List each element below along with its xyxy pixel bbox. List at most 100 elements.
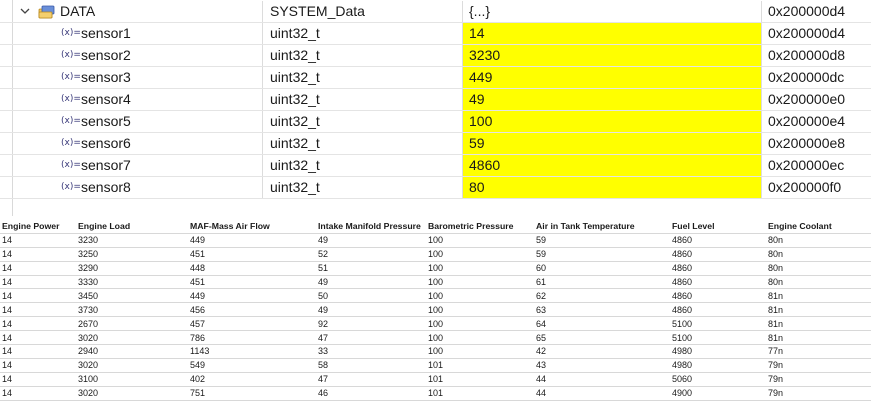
column-header-intake-manifold-pressure: Intake Manifold Pressure xyxy=(316,220,426,234)
variable-row-data[interactable]: DATA SYSTEM_Data {...} 0x200000d4 xyxy=(0,1,871,23)
variable-type: uint32_t xyxy=(263,133,463,154)
variable-icon: (x)= xyxy=(61,94,81,104)
cell-fuel-level: 4980 xyxy=(670,344,766,359)
variable-value[interactable]: 100 xyxy=(463,111,762,132)
variables-view: DATA SYSTEM_Data {...} 0x200000d4 (x)= s… xyxy=(0,0,871,216)
variable-row-sensor6[interactable]: (x)= sensor6 uint32_t 59 0x200000e8 xyxy=(0,133,871,155)
table-header-row: Engine Power Engine Load MAF-Mass Air Fl… xyxy=(0,220,871,234)
chevron-down-icon[interactable] xyxy=(20,6,30,16)
cell-intake-manifold-pressure: 49 xyxy=(316,275,426,290)
cell-engine-coolant: 81n xyxy=(766,302,871,318)
variable-value[interactable]: 449 xyxy=(463,67,762,88)
cell-fuel-level: 4860 xyxy=(670,261,766,276)
variable-value[interactable]: {...} xyxy=(463,1,762,22)
variable-row-sensor1[interactable]: (x)= sensor1 uint32_t 14 0x200000d4 xyxy=(0,23,871,45)
variable-name-cell: (x)= sensor7 xyxy=(0,155,263,176)
variable-name: sensor3 xyxy=(81,69,131,85)
variable-row-sensor7[interactable]: (x)= sensor7 uint32_t 4860 0x200000ec xyxy=(0,155,871,177)
cell-maf: 448 xyxy=(188,261,316,276)
cell-engine-load: 3020 xyxy=(76,358,188,373)
cell-intake-manifold-pressure: 52 xyxy=(316,247,426,262)
variable-icon: (x)= xyxy=(61,138,81,148)
cell-engine-coolant: 80n xyxy=(766,233,871,248)
cell-barometric-pressure: 100 xyxy=(426,261,534,276)
cell-maf: 449 xyxy=(188,288,316,304)
variable-address: 0x200000dc xyxy=(768,69,845,85)
cell-engine-coolant: 81n xyxy=(766,288,871,304)
cell-engine-power: 14 xyxy=(0,386,76,401)
column-header-engine-coolant: Engine Coolant xyxy=(766,220,871,234)
variable-address: 0x200000ec xyxy=(768,157,845,173)
cell-engine-power: 14 xyxy=(0,316,76,332)
variable-address: 0x200000f0 xyxy=(768,179,842,195)
cell-intake-manifold-pressure: 49 xyxy=(316,302,426,318)
cell-air-tank-temperature: 63 xyxy=(534,302,670,318)
table-row: 14 3250 451 52 100 59 4860 80n xyxy=(0,247,871,262)
table-row: 14 3730 456 49 100 63 4860 81n xyxy=(0,302,871,318)
variable-type: uint32_t xyxy=(263,67,463,88)
cell-engine-power: 14 xyxy=(0,302,76,318)
cell-engine-power: 14 xyxy=(0,372,76,387)
cell-air-tank-temperature: 59 xyxy=(534,233,670,248)
variable-row-sensor3[interactable]: (x)= sensor3 uint32_t 449 0x200000dc xyxy=(0,67,871,89)
cell-engine-power: 14 xyxy=(0,247,76,262)
cell-maf: 456 xyxy=(188,302,316,318)
column-header-engine-load: Engine Load xyxy=(76,220,188,234)
variable-value[interactable]: 49 xyxy=(463,89,762,110)
cell-maf: 451 xyxy=(188,247,316,262)
cell-intake-manifold-pressure: 51 xyxy=(316,261,426,276)
table-row: 14 3020 549 58 101 43 4980 79n xyxy=(0,358,871,373)
variable-icon: (x)= xyxy=(61,72,81,82)
cell-engine-coolant: 80n xyxy=(766,261,871,276)
variable-name: sensor5 xyxy=(81,113,131,129)
variable-icon: (x)= xyxy=(61,116,81,126)
cell-barometric-pressure: 100 xyxy=(426,344,534,359)
cell-air-tank-temperature: 44 xyxy=(534,372,670,387)
cell-engine-coolant: 81n xyxy=(766,316,871,332)
cell-engine-power: 14 xyxy=(0,233,76,248)
cell-air-tank-temperature: 60 xyxy=(534,261,670,276)
variable-row-sensor4[interactable]: (x)= sensor4 uint32_t 49 0x200000e0 xyxy=(0,89,871,111)
variable-value[interactable]: 14 xyxy=(463,23,762,44)
variable-value[interactable]: 59 xyxy=(463,133,762,154)
variable-icon: (x)= xyxy=(61,50,81,60)
cell-intake-manifold-pressure: 49 xyxy=(316,233,426,248)
variable-value[interactable]: 80 xyxy=(463,177,762,198)
cell-maf: 457 xyxy=(188,316,316,332)
variable-address: 0x200000d4 xyxy=(768,25,846,41)
variable-name: sensor6 xyxy=(81,135,131,151)
variable-name-cell: (x)= sensor2 xyxy=(0,45,263,66)
variable-type: uint32_t xyxy=(263,155,463,176)
cell-engine-power: 14 xyxy=(0,275,76,290)
table-row: 14 3330 451 49 100 61 4860 80n xyxy=(0,275,871,290)
table-row: 14 3100 402 47 101 44 5060 79n xyxy=(0,372,871,387)
variable-row-sensor8[interactable]: (x)= sensor8 uint32_t 80 0x200000f0 xyxy=(0,177,871,199)
cell-engine-coolant: 80n xyxy=(766,247,871,262)
variable-name-cell: (x)= sensor6 xyxy=(0,133,263,154)
cell-barometric-pressure: 100 xyxy=(426,247,534,262)
cell-air-tank-temperature: 65 xyxy=(534,330,670,346)
struct-icon xyxy=(38,5,55,19)
variable-row-sensor5[interactable]: (x)= sensor5 uint32_t 100 0x200000e4 xyxy=(0,111,871,133)
variable-row-sensor2[interactable]: (x)= sensor2 uint32_t 3230 0x200000d8 xyxy=(0,45,871,67)
table-row: 14 3450 449 50 100 62 4860 81n xyxy=(0,288,871,304)
cell-air-tank-temperature: 43 xyxy=(534,358,670,373)
cell-engine-load: 3100 xyxy=(76,372,188,387)
cell-engine-load: 3450 xyxy=(76,288,188,304)
variable-type: uint32_t xyxy=(263,23,463,44)
cell-barometric-pressure: 100 xyxy=(426,233,534,248)
cell-intake-manifold-pressure: 33 xyxy=(316,344,426,359)
variable-type: uint32_t xyxy=(263,45,463,66)
variable-value[interactable]: 3230 xyxy=(463,45,762,66)
cell-engine-coolant: 77n xyxy=(766,344,871,359)
variable-name: sensor4 xyxy=(81,91,131,107)
cell-intake-manifold-pressure: 46 xyxy=(316,386,426,401)
cell-barometric-pressure: 101 xyxy=(426,372,534,387)
sensor-log-table: Engine Power Engine Load MAF-Mass Air Fl… xyxy=(0,220,871,417)
variable-address: 0x200000e4 xyxy=(768,113,846,129)
variable-value[interactable]: 4860 xyxy=(463,155,762,176)
data-table: Engine Power Engine Load MAF-Mass Air Fl… xyxy=(0,220,871,401)
variable-type: SYSTEM_Data xyxy=(263,1,463,22)
table-row: 14 3020 786 47 100 65 5100 81n xyxy=(0,330,871,346)
cell-engine-load: 2670 xyxy=(76,316,188,332)
